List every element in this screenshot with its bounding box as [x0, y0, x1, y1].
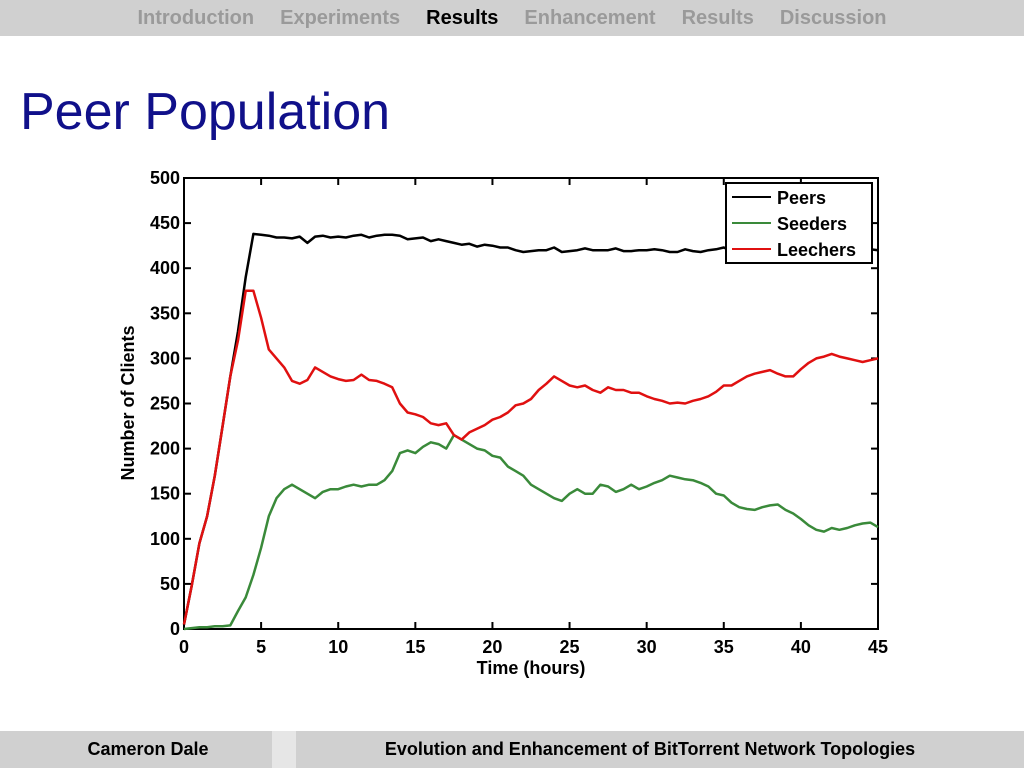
nav-item-introduction[interactable]: Introduction — [137, 6, 255, 29]
y-tick-label: 350 — [150, 303, 180, 323]
x-tick-label: 5 — [256, 637, 266, 657]
legend-label-leechers: Leechers — [777, 240, 856, 260]
top-navigation: Introduction Experiments Results Enhance… — [0, 0, 1024, 36]
footer-author: Cameron Dale — [87, 739, 209, 759]
legend: Peers Seeders Leechers — [725, 182, 873, 264]
footer-bar: Cameron Dale Evolution and Enhancement o… — [0, 731, 1024, 768]
series-line-peers — [182, 232, 879, 625]
y-tick-label: 500 — [150, 168, 180, 188]
y-tick-label: 400 — [150, 258, 180, 278]
x-tick-label: 0 — [179, 637, 189, 657]
legend-label-peers: Peers — [777, 188, 826, 208]
x-tick-label: 10 — [328, 637, 348, 657]
y-tick-label: 100 — [150, 529, 180, 549]
y-tick-label: 300 — [150, 348, 180, 368]
nav-item-experiments[interactable]: Experiments — [280, 6, 401, 29]
footer-divider — [272, 731, 296, 768]
x-tick-label: 20 — [482, 637, 502, 657]
x-tick-label: 15 — [405, 637, 425, 657]
footer-presentation-title: Evolution and Enhancement of BitTorrent … — [384, 739, 916, 759]
slide-title: Peer Population — [20, 83, 391, 141]
y-axis-label: Number of Clients — [118, 325, 138, 480]
x-tick-label: 25 — [560, 637, 580, 657]
x-tick-label: 30 — [637, 637, 657, 657]
nav-item-results-2[interactable]: Results — [681, 6, 754, 29]
nav-item-results-active[interactable]: Results — [426, 6, 499, 29]
y-tick-label: 0 — [170, 619, 180, 639]
nav-item-enhancement[interactable]: Enhancement — [524, 6, 656, 29]
y-tick-label: 50 — [160, 574, 180, 594]
y-tick-label: 450 — [150, 213, 180, 233]
x-tick-label: 45 — [868, 637, 888, 657]
y-tick-label: 150 — [150, 484, 180, 504]
x-tick-label: 40 — [791, 637, 811, 657]
series-line-leechers — [182, 289, 879, 625]
x-axis-label: Time (hours) — [477, 658, 586, 678]
series-line-seeders — [183, 433, 879, 631]
axis-ticks: 0 5 10 15 20 25 30 35 40 450501001502002503003504… — [150, 168, 888, 657]
nav-item-discussion[interactable]: Discussion — [779, 6, 887, 29]
x-tick-label: 35 — [714, 637, 734, 657]
series-lines — [182, 232, 879, 631]
legend-label-seeders: Seeders — [777, 214, 847, 234]
y-tick-label: 200 — [150, 439, 180, 459]
y-tick-label: 250 — [150, 394, 180, 414]
